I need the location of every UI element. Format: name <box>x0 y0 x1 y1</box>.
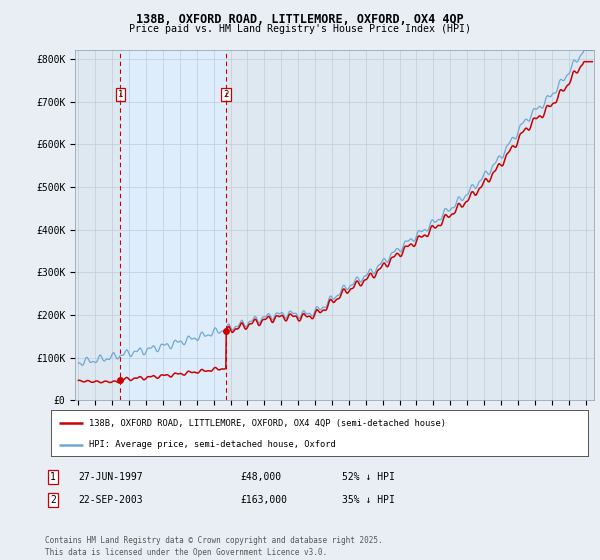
Text: 22-SEP-2003: 22-SEP-2003 <box>78 495 143 505</box>
Text: HPI: Average price, semi-detached house, Oxford: HPI: Average price, semi-detached house,… <box>89 440 335 450</box>
Bar <box>121 50 226 400</box>
Text: 1: 1 <box>118 90 123 99</box>
Text: Price paid vs. HM Land Registry's House Price Index (HPI): Price paid vs. HM Land Registry's House … <box>129 24 471 34</box>
Text: Contains HM Land Registry data © Crown copyright and database right 2025.
This d: Contains HM Land Registry data © Crown c… <box>45 536 383 557</box>
Text: 138B, OXFORD ROAD, LITTLEMORE, OXFORD, OX4 4QP (semi-detached house): 138B, OXFORD ROAD, LITTLEMORE, OXFORD, O… <box>89 419 446 428</box>
Text: £48,000: £48,000 <box>240 472 281 482</box>
Text: 27-JUN-1997: 27-JUN-1997 <box>78 472 143 482</box>
Text: 2: 2 <box>223 90 229 99</box>
Text: 2: 2 <box>50 495 56 505</box>
Text: 52% ↓ HPI: 52% ↓ HPI <box>342 472 395 482</box>
Text: £163,000: £163,000 <box>240 495 287 505</box>
Text: 35% ↓ HPI: 35% ↓ HPI <box>342 495 395 505</box>
Text: 1: 1 <box>50 472 56 482</box>
Text: 138B, OXFORD ROAD, LITTLEMORE, OXFORD, OX4 4QP: 138B, OXFORD ROAD, LITTLEMORE, OXFORD, O… <box>136 13 464 26</box>
